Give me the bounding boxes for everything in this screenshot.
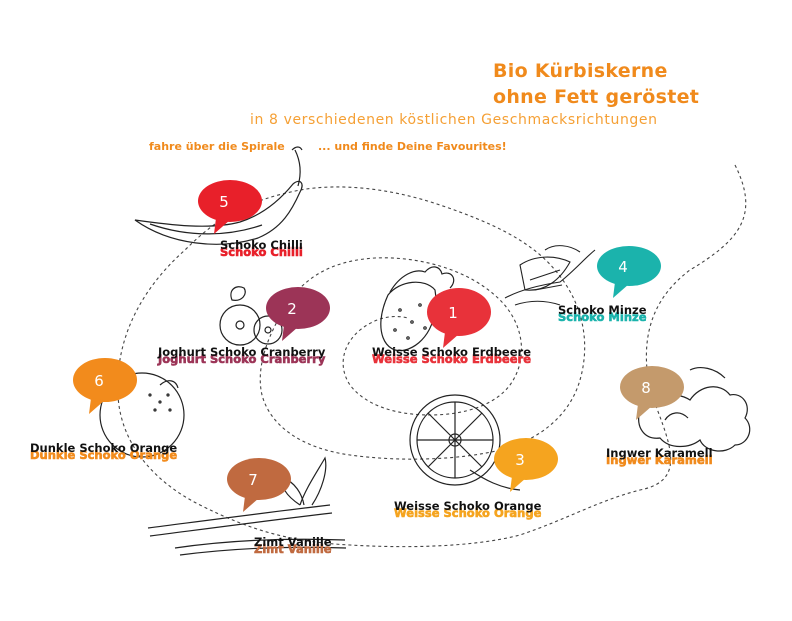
speech-bubble-2[interactable]: 2 xyxy=(266,287,330,341)
subtitle: in 8 verschiedenen köstlichen Geschmacks… xyxy=(250,112,658,128)
spiral-path[interactable] xyxy=(117,164,747,548)
bubble-number: 7 xyxy=(248,471,258,489)
flavor-label-weisse-schoko-orange[interactable]: Weisse Schoko Orange Weisse Schoko Orang… xyxy=(394,499,542,520)
speech-bubble-4[interactable]: 4 xyxy=(597,246,661,298)
speech-bubble-body xyxy=(597,246,661,286)
flavor-label-ingwer-karamell[interactable]: Ingwer Karamell Ingwer Karamell xyxy=(606,446,713,467)
bubble-number: 8 xyxy=(641,379,651,397)
title-line-2: ohne Fett geröstet xyxy=(493,86,700,108)
flavor-label-dunkle-schoko-orange[interactable]: Dunkle Schoko Orange Dunkle Schoko Orang… xyxy=(30,441,178,462)
speech-bubble-tail xyxy=(282,325,298,341)
bubble-number: 1 xyxy=(448,304,458,322)
bubble-number: 3 xyxy=(515,451,525,469)
speech-bubble-1[interactable]: 1 xyxy=(427,288,491,348)
speech-bubble-body xyxy=(73,358,137,402)
orange-slice-icon xyxy=(409,394,521,491)
strawberry-icon xyxy=(380,266,455,352)
speech-bubble-tail xyxy=(613,282,629,298)
flavor-label-zimt-vanille[interactable]: Zimt Vanille Zimt Vanille xyxy=(254,535,332,556)
speech-bubble-body xyxy=(198,180,262,222)
speech-bubble-body xyxy=(427,288,491,336)
speech-bubble-8[interactable]: 8 xyxy=(620,366,684,420)
bubble-number: 5 xyxy=(219,193,229,211)
speech-bubble-tail xyxy=(510,476,526,492)
flavor-label-schoko-minze[interactable]: Schoko Minze Schoko Minze xyxy=(558,303,647,324)
speech-bubble-tail xyxy=(214,218,230,234)
speech-bubble-body xyxy=(620,366,684,408)
cranberry-icon xyxy=(219,286,283,346)
hint-right: ... und finde Deine Favourites! xyxy=(318,140,507,153)
speech-bubble-5[interactable]: 5 xyxy=(198,180,262,234)
speech-bubble-tail xyxy=(636,404,652,420)
speech-bubble-tail xyxy=(443,332,459,348)
speech-bubble-6[interactable]: 6 xyxy=(73,358,137,414)
speech-bubble-3[interactable]: 3 xyxy=(494,438,558,492)
bubble-number: 6 xyxy=(94,372,104,390)
speech-bubble-tail xyxy=(89,398,105,414)
orange-icon xyxy=(99,372,185,458)
mint-leaf-icon xyxy=(504,245,596,306)
speech-bubble-body xyxy=(266,287,330,329)
title-line-1: Bio Kürbiskerne xyxy=(493,60,668,82)
speech-bubble-body xyxy=(227,458,291,500)
flavor-label-joghurt-schoko-cranberry[interactable]: Joghurt Schoko Cranberry Joghurt Schoko … xyxy=(158,345,326,366)
flavor-label-schoko-chilli[interactable]: Schoko Chilli Schoko Chilli xyxy=(220,238,303,259)
bubble-number: 4 xyxy=(618,258,628,276)
speech-bubble-7[interactable]: 7 xyxy=(227,458,291,512)
speech-bubble-body xyxy=(494,438,558,480)
hint-left: fahre über die Spirale xyxy=(149,140,285,153)
cinnamon-vanilla-icon xyxy=(147,456,347,556)
bubble-number: 2 xyxy=(287,300,297,318)
ginger-icon xyxy=(638,367,751,452)
flavor-label-weisse-schoko-erdbeere[interactable]: Weisse Schoko Erdbeere Weisse Schoko Erd… xyxy=(372,345,532,366)
speech-bubble-tail xyxy=(243,496,259,512)
